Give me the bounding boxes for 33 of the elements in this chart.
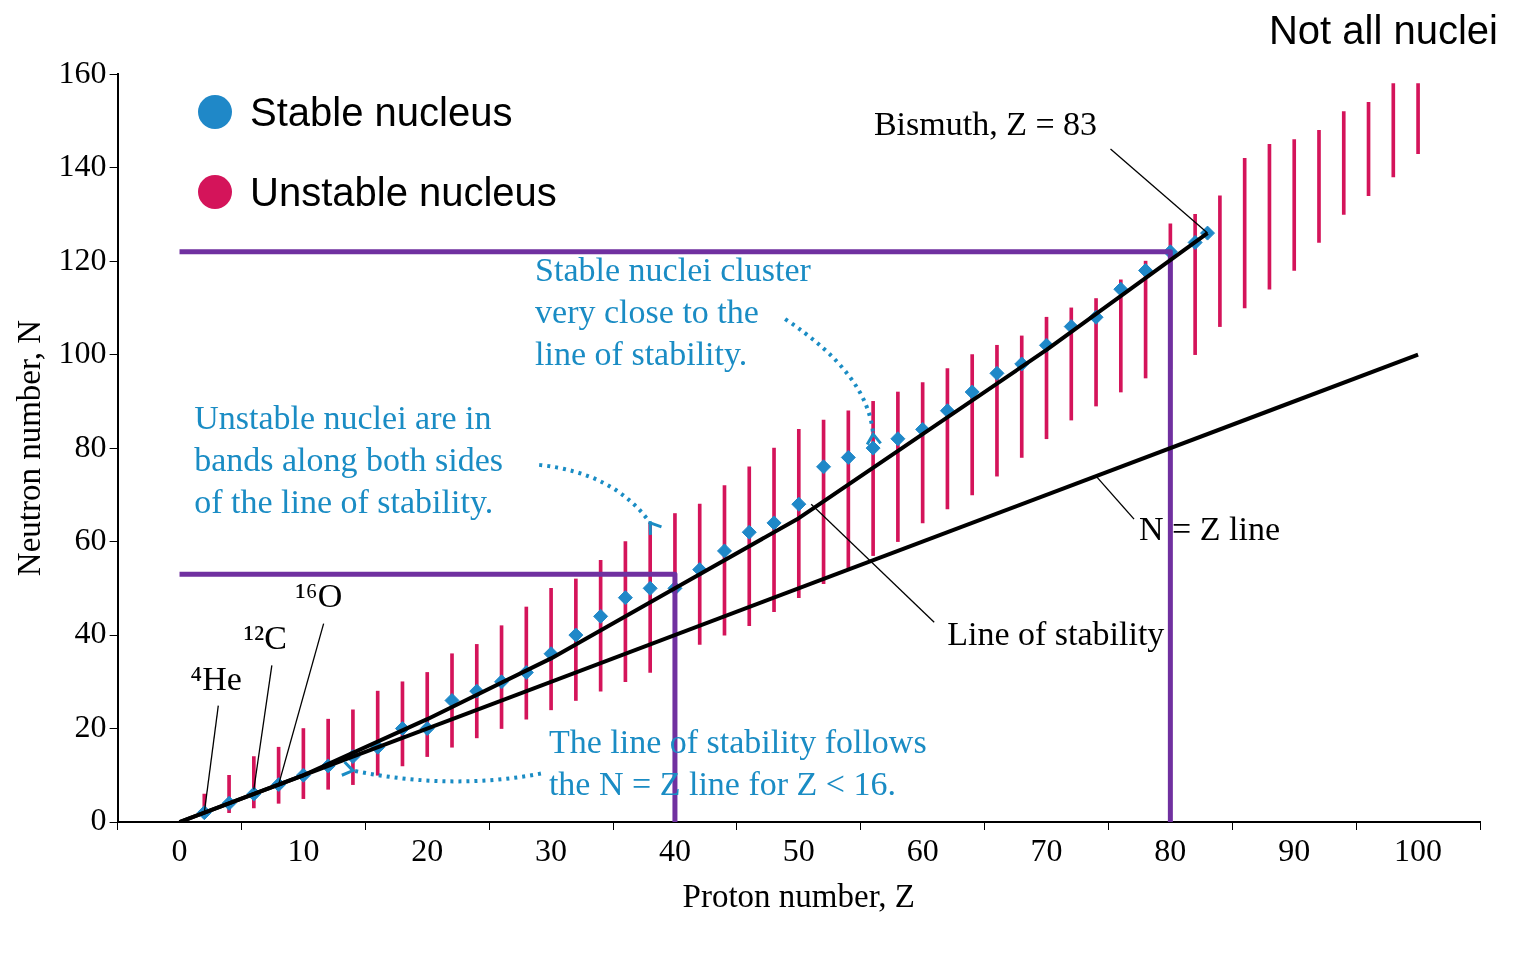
annotation: Bismuth, Z = 83 <box>873 105 1098 143</box>
y-axis-title: Neutron number, N <box>11 319 48 577</box>
annotation: Unstable nuclei are in bands along both sides of the line of stability. <box>194 398 503 520</box>
x-axis-title: Proton number, Z <box>682 877 915 914</box>
annotation: ¹²C <box>243 619 287 657</box>
x-tick-label: 10 <box>287 831 320 868</box>
y-tick-label: 40 <box>74 614 107 651</box>
x-tick-label: 50 <box>782 831 815 868</box>
x-tick-label: 100 <box>1394 831 1443 868</box>
x-tick-label: 20 <box>411 831 444 868</box>
legend-label: Unstable nucleus <box>250 169 557 215</box>
y-tick-label: 140 <box>58 147 107 184</box>
annotation: Stable nuclei cluster very close to the line of stability. <box>535 251 812 372</box>
x-tick-label: 40 <box>658 831 691 868</box>
y-tick-label: 0 <box>90 801 107 838</box>
y-tick-label: 120 <box>58 240 107 277</box>
x-tick-label: 60 <box>906 831 939 868</box>
y-tick-label: 100 <box>58 334 107 371</box>
x-tick-label: 0 <box>171 831 188 868</box>
legend-label: Stable nucleus <box>250 89 513 135</box>
annotation: ¹⁶O <box>295 576 343 614</box>
x-tick-label: 90 <box>1278 831 1311 868</box>
x-tick-label: 30 <box>535 831 568 868</box>
annotation: N = Z line <box>1139 510 1281 548</box>
y-tick-label: 20 <box>74 707 107 744</box>
annotation: Line of stability <box>947 615 1165 653</box>
y-tick-label: 160 <box>58 53 107 90</box>
annotation: ⁴He <box>190 659 242 697</box>
y-tick-label: 60 <box>74 520 107 557</box>
x-tick-label: 70 <box>1030 831 1063 868</box>
chart-title: Not all nuclei <box>1268 8 1499 52</box>
y-tick-label: 80 <box>74 427 107 464</box>
x-tick-label: 80 <box>1154 831 1187 868</box>
